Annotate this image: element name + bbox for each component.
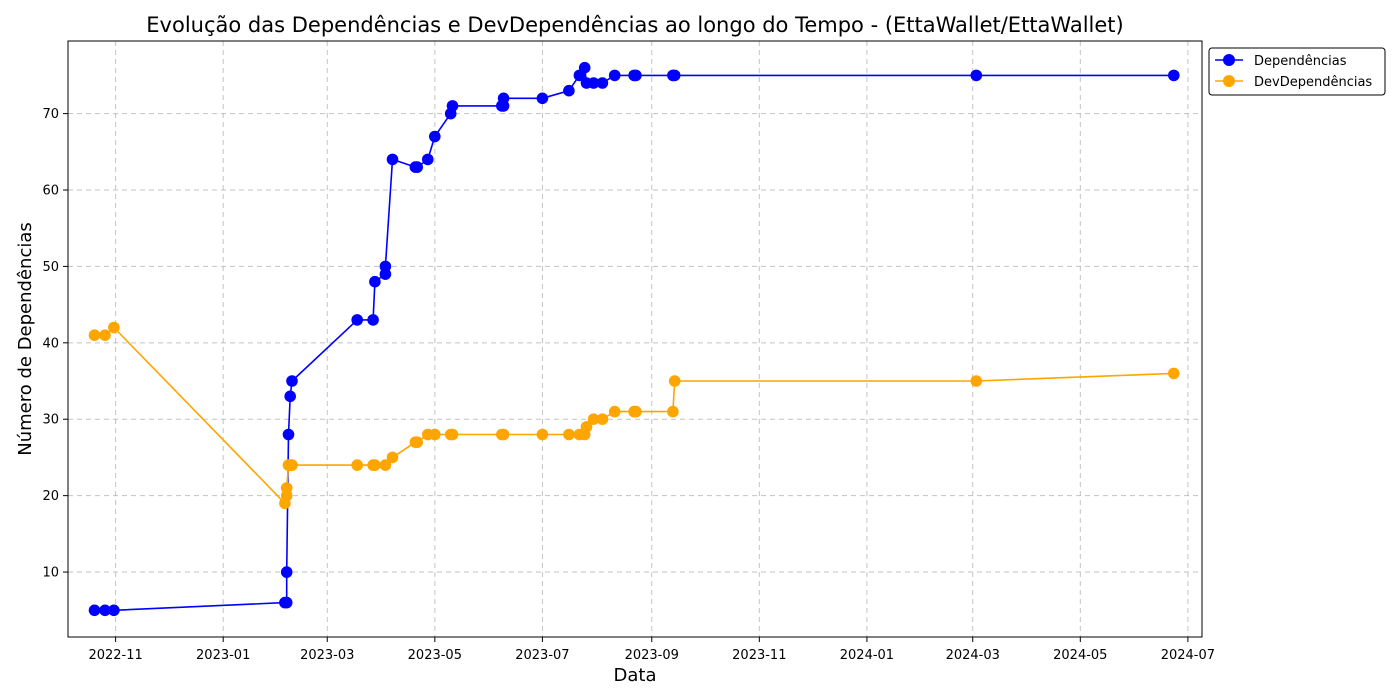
series-0 [88, 61, 1180, 617]
data-point [99, 329, 111, 342]
data-point [286, 375, 298, 387]
data-point [379, 260, 392, 273]
data-point [668, 375, 681, 387]
data-point [411, 161, 424, 173]
x-tick-label: 2024-03 [946, 648, 1000, 663]
data-point [429, 130, 441, 143]
series-1 [88, 321, 1180, 510]
grid [68, 41, 1202, 637]
legend-label-dependencias: Dependências [1254, 54, 1347, 69]
data-point [1168, 367, 1180, 380]
x-tick-label: 2022-11 [88, 648, 142, 663]
data-point [578, 61, 591, 74]
data-point [108, 321, 120, 334]
data-point [99, 604, 111, 617]
x-tick-label: 2023-01 [196, 648, 250, 663]
data-point [608, 405, 621, 418]
y-tick-label: 70 [42, 107, 59, 122]
chart-title: Evolução das Dependências e DevDependênc… [146, 13, 1123, 37]
y-tick-label: 20 [42, 489, 59, 504]
data-point [351, 459, 364, 471]
data-point [630, 405, 642, 418]
data-point [563, 84, 575, 97]
data-point [536, 428, 549, 441]
x-tick-label: 2023-11 [732, 648, 786, 663]
x-tick-label: 2023-09 [625, 648, 679, 663]
y-tick-label: 30 [42, 413, 59, 428]
y-tick-label: 10 [42, 566, 59, 581]
data-point [379, 459, 392, 471]
legend-swatch-marker-devdependencias [1223, 75, 1235, 87]
legend-box [1208, 47, 1386, 96]
data-point [587, 77, 600, 89]
data-point [88, 604, 101, 617]
y-tick-label: 60 [42, 184, 59, 199]
legend: Dependências DevDependências [1208, 47, 1386, 96]
x-tick-label: 2023-03 [300, 648, 354, 663]
data-point [411, 436, 424, 449]
data-point [422, 153, 434, 166]
y-tick-label: 50 [42, 260, 59, 275]
data-point [536, 92, 549, 105]
data-point [108, 604, 120, 617]
data-point [429, 428, 441, 441]
x-tick-label: 2024-05 [1053, 648, 1107, 663]
data-point [608, 69, 621, 82]
data-point [446, 100, 459, 112]
plot-frame [67, 40, 1203, 638]
data-point [580, 421, 593, 433]
y-tick-label: 40 [42, 336, 59, 351]
data-point [369, 275, 381, 288]
data-point [280, 482, 293, 494]
x-tick-label: 2023-05 [408, 648, 462, 663]
legend-swatch-marker-dependencias [1223, 54, 1235, 66]
data-point [970, 69, 983, 82]
y-axis-label: Número de Dependências [15, 222, 36, 456]
data-point [563, 428, 575, 441]
x-axis-ticks: 2022-11 2023-01 2023-03 2023-05 2023-07 2023-… [88, 637, 1215, 663]
data-point [280, 566, 293, 578]
data-point [587, 413, 600, 426]
x-tick-label: 2024-01 [840, 648, 894, 663]
data-point [497, 428, 510, 441]
data-point [446, 428, 459, 441]
data-point [667, 405, 679, 418]
data-point [351, 314, 364, 326]
data-point [630, 69, 642, 82]
plot-series [88, 61, 1180, 617]
data-point [970, 375, 983, 387]
data-point [668, 69, 681, 82]
y-axis-ticks: 10 20 30 40 50 60 70 [42, 107, 68, 581]
data-point [1168, 69, 1180, 82]
data-point [596, 413, 609, 426]
data-point [282, 428, 295, 441]
x-axis-label: Data [614, 665, 657, 686]
data-point [497, 92, 510, 105]
data-point [284, 390, 297, 403]
x-tick-label: 2023-07 [515, 648, 569, 663]
data-point [88, 329, 101, 342]
data-point [280, 596, 293, 609]
data-point [286, 459, 298, 471]
data-point [369, 459, 381, 471]
data-point [386, 451, 399, 464]
data-point [596, 77, 609, 89]
legend-label-devdependencias: DevDependências [1254, 75, 1372, 90]
series-line [94, 66, 1174, 612]
data-point [367, 314, 379, 326]
data-point [386, 153, 399, 166]
x-tick-label: 2024-07 [1161, 648, 1215, 663]
